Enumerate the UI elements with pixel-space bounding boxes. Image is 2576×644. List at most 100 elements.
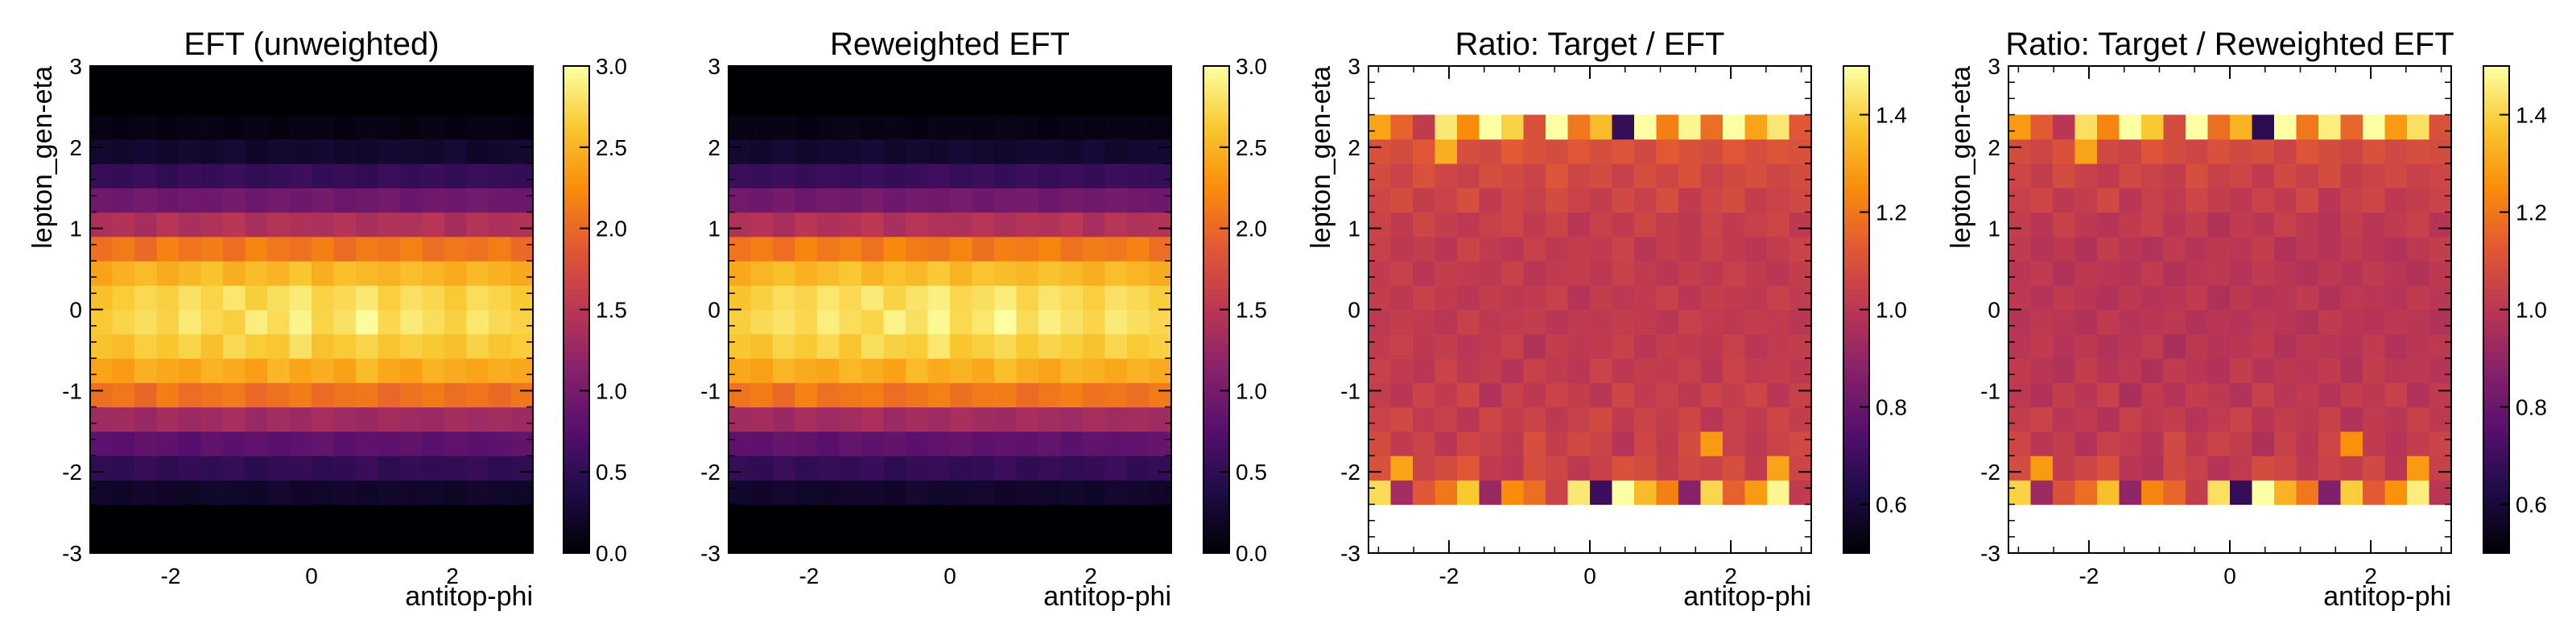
heatmap-cell — [1016, 114, 1039, 140]
heatmap-cell — [1501, 358, 1525, 383]
colorbar-segment — [2483, 204, 2509, 209]
heatmap-cell — [972, 456, 995, 481]
heatmap-cell — [2119, 285, 2142, 311]
heatmap-cell — [1656, 407, 1679, 432]
heatmap-cell — [861, 358, 885, 383]
heatmap-cell — [510, 212, 534, 237]
heatmap-cell — [839, 236, 862, 262]
x-axis-label: antitop-phi — [1683, 581, 1811, 612]
heatmap-cell — [972, 188, 995, 213]
heatmap-cell — [1413, 163, 1436, 188]
colorbar-segment — [2483, 456, 2509, 460]
heatmap-cell — [2318, 285, 2342, 311]
heatmap-cell — [994, 114, 1018, 140]
heatmap-cell — [2252, 309, 2275, 335]
heatmap-cell — [883, 309, 906, 335]
heatmap-cell — [90, 66, 114, 116]
heatmap-cell — [1127, 188, 1150, 213]
heatmap-cell — [312, 212, 335, 237]
heatmap-cell — [400, 261, 423, 286]
colorbar-segment — [1203, 248, 1229, 254]
heatmap-cell — [2429, 138, 2452, 164]
colorbar-segment — [2483, 386, 2509, 391]
colorbar-segment — [1203, 456, 1229, 460]
heatmap-cell — [1523, 114, 1546, 140]
heatmap-cell — [267, 285, 291, 311]
heatmap-cell — [179, 188, 202, 213]
colorbar-segment — [2483, 200, 2509, 205]
heatmap-cell — [489, 480, 512, 506]
heatmap-cell — [1700, 358, 1724, 383]
heatmap-cell — [1104, 480, 1128, 506]
heatmap-cell — [179, 358, 202, 383]
heatmap-cell — [333, 358, 357, 383]
heatmap-cell — [400, 138, 423, 164]
heatmap-cell — [839, 480, 862, 506]
colorbar-segment — [1203, 492, 1229, 497]
heatmap-cell — [1501, 188, 1525, 213]
heatmap-cell — [1016, 358, 1039, 383]
colorbar-segment — [1843, 423, 1869, 428]
heatmap-cell — [1723, 236, 1746, 262]
colorbar-segment — [1203, 138, 1229, 144]
heatmap-cell — [2384, 333, 2408, 359]
heatmap-cell — [2207, 309, 2231, 335]
heatmap-cell — [466, 456, 489, 481]
heatmap-cell — [1656, 163, 1679, 188]
x-axis-label: antitop-phi — [405, 581, 533, 612]
heatmap-cell — [1127, 480, 1150, 506]
heatmap-cell — [134, 236, 158, 262]
heatmap-cell — [90, 407, 114, 432]
colorbar-segment — [1843, 184, 1869, 188]
colorbar-segment — [1843, 496, 1869, 502]
colorbar-segment — [564, 500, 589, 506]
heatmap-cell — [1016, 236, 1039, 262]
colorbar-segment — [1843, 500, 1869, 506]
heatmap-cell — [356, 138, 379, 164]
heatmap-cell — [1038, 431, 1062, 456]
heatmap-cell — [2074, 138, 2098, 164]
heatmap-cell — [1567, 212, 1591, 237]
colorbar-segment — [2483, 431, 2509, 436]
colorbar-segment — [564, 224, 589, 229]
colorbar-segment — [564, 74, 589, 79]
colorbar-segment — [1843, 325, 1869, 331]
heatmap-cell — [1149, 261, 1172, 286]
heatmap-cell — [422, 114, 445, 140]
colorbar-segment — [564, 220, 589, 225]
heatmap-cell — [2097, 212, 2120, 237]
heatmap-cell — [2163, 456, 2186, 481]
heatmap-cell — [356, 333, 379, 359]
colorbar-segment — [1203, 460, 1229, 464]
colorbar-segment — [1203, 297, 1229, 303]
heatmap-cell — [972, 285, 995, 311]
heatmap-cell — [400, 504, 423, 554]
colorbar-segment — [2483, 82, 2509, 87]
colorbar-segment — [564, 261, 589, 266]
heatmap-cell — [2429, 333, 2452, 359]
colorbar-segment — [1203, 192, 1229, 196]
heatmap-cell — [1127, 309, 1150, 335]
heatmap-cell — [1038, 407, 1062, 432]
heatmap-cell — [861, 407, 885, 432]
heatmap-cell — [1479, 236, 1502, 262]
heatmap-cell — [422, 407, 445, 432]
heatmap-cell — [2053, 309, 2076, 335]
colorbar-segment — [1203, 528, 1229, 534]
colorbar-segment — [2483, 130, 2509, 136]
heatmap-cell — [2119, 309, 2142, 335]
heatmap-cell — [2384, 382, 2408, 408]
heatmap-cell — [2207, 480, 2231, 506]
heatmap-cell — [950, 236, 973, 262]
heatmap-cell — [883, 504, 906, 554]
colorbar-segment — [2483, 110, 2509, 116]
colorbar-segment — [2483, 520, 2509, 526]
heatmap-cell — [2296, 212, 2319, 237]
heatmap-cell — [466, 261, 489, 286]
colorbar: 0.60.81.01.21.4 — [1843, 65, 1907, 554]
colorbar-segment — [2483, 382, 2509, 387]
heatmap-cell — [422, 285, 445, 311]
heatmap-cell — [90, 163, 114, 188]
heatmap-cell — [927, 285, 951, 311]
colorbar-tick-label: 1.2 — [1876, 200, 1907, 225]
